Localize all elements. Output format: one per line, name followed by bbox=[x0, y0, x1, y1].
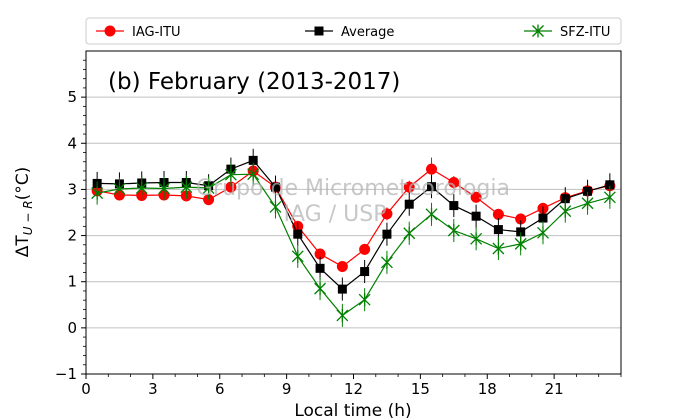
legend: IAG-ITU Average SFZ-ITU bbox=[85, 17, 622, 45]
data-point bbox=[135, 181, 148, 195]
data-point bbox=[224, 168, 237, 182]
watermark: Grupo de Micrometeorologia IAG / USP bbox=[196, 176, 510, 227]
data-point bbox=[470, 232, 483, 246]
data-point bbox=[471, 211, 481, 221]
data-point bbox=[315, 263, 325, 273]
data-point bbox=[581, 196, 594, 210]
data-point bbox=[516, 227, 526, 237]
data-point bbox=[583, 186, 593, 196]
data-point bbox=[247, 167, 260, 181]
data-point bbox=[559, 204, 572, 218]
data-point bbox=[358, 293, 371, 307]
data-point bbox=[381, 208, 393, 220]
y-axis-label-symbol: ΔT bbox=[13, 235, 33, 258]
data-point bbox=[492, 208, 504, 220]
y-tick-label: 2 bbox=[67, 227, 77, 245]
y-tick-label: 3 bbox=[67, 180, 77, 198]
data-point bbox=[447, 223, 460, 237]
data-point bbox=[426, 163, 438, 175]
data-point bbox=[380, 255, 393, 269]
data-point bbox=[560, 194, 570, 204]
x-tick-label: 9 bbox=[282, 380, 292, 398]
y-tick-label: 5 bbox=[67, 88, 77, 106]
y-tick-label: 0 bbox=[67, 319, 77, 337]
data-point bbox=[449, 201, 459, 211]
watermark-line-2: IAG / USP bbox=[284, 202, 387, 227]
data-point bbox=[91, 186, 104, 200]
series-line bbox=[96, 173, 611, 317]
data-point bbox=[269, 200, 282, 214]
data-point bbox=[359, 243, 371, 255]
data-point bbox=[336, 260, 348, 272]
data-point bbox=[448, 177, 460, 189]
legend-marker bbox=[314, 26, 324, 36]
data-point bbox=[603, 190, 616, 204]
data-point bbox=[291, 249, 304, 263]
x-tick-label: 6 bbox=[215, 380, 225, 398]
legend-marker bbox=[104, 25, 116, 37]
grid bbox=[86, 96, 621, 375]
data-point bbox=[113, 182, 126, 196]
y-axis-label-subscript: U − R bbox=[21, 200, 35, 235]
data-point bbox=[425, 207, 438, 221]
x-tick-label: 21 bbox=[545, 380, 564, 398]
data-series bbox=[91, 148, 616, 327]
data-point bbox=[537, 226, 549, 240]
y-tick-label: 4 bbox=[67, 134, 77, 152]
data-point bbox=[270, 182, 280, 192]
data-point bbox=[493, 225, 503, 235]
x-tick-label: 12 bbox=[344, 380, 363, 398]
data-point bbox=[248, 155, 258, 165]
x-tick-label: 18 bbox=[478, 380, 497, 398]
data-point bbox=[403, 226, 416, 240]
y-axis-label: ΔTU − R(°C) bbox=[13, 167, 35, 257]
legend-label: IAG-ITU bbox=[132, 25, 181, 40]
data-point bbox=[336, 308, 349, 322]
data-point bbox=[514, 237, 527, 251]
y-tick-label: −1 bbox=[55, 365, 77, 383]
data-point bbox=[314, 282, 327, 296]
legend-items: IAG-ITU Average SFZ-ITU bbox=[96, 24, 610, 40]
data-point bbox=[403, 181, 415, 193]
x-axis-label: Local time (h) bbox=[294, 401, 411, 420]
data-point bbox=[382, 229, 392, 239]
y-tick-label: 1 bbox=[67, 273, 77, 291]
data-point bbox=[470, 191, 482, 203]
series-sfz-itu bbox=[91, 162, 616, 327]
legend-label: Average bbox=[341, 25, 394, 40]
data-point bbox=[337, 284, 347, 294]
legend-label: SFZ-ITU bbox=[560, 25, 610, 40]
data-point bbox=[538, 213, 548, 223]
data-point bbox=[605, 180, 615, 190]
data-point bbox=[202, 181, 215, 195]
data-point bbox=[404, 199, 414, 209]
data-point bbox=[427, 182, 437, 192]
data-point bbox=[492, 241, 505, 255]
x-tick-label: 15 bbox=[411, 380, 430, 398]
legend-marker bbox=[532, 24, 544, 38]
data-point bbox=[293, 229, 303, 239]
data-point bbox=[360, 267, 370, 277]
data-point bbox=[158, 182, 170, 196]
legend-frame bbox=[85, 17, 622, 45]
x-tick-label: 3 bbox=[148, 380, 158, 398]
x-tick-label: 0 bbox=[81, 380, 91, 398]
y-axis-label-unit: (°C) bbox=[13, 167, 33, 201]
data-point bbox=[180, 180, 193, 194]
watermark-line-1: Grupo de Micrometeorologia bbox=[196, 176, 510, 201]
panel-title: (b) February (2013-2017) bbox=[108, 69, 400, 95]
